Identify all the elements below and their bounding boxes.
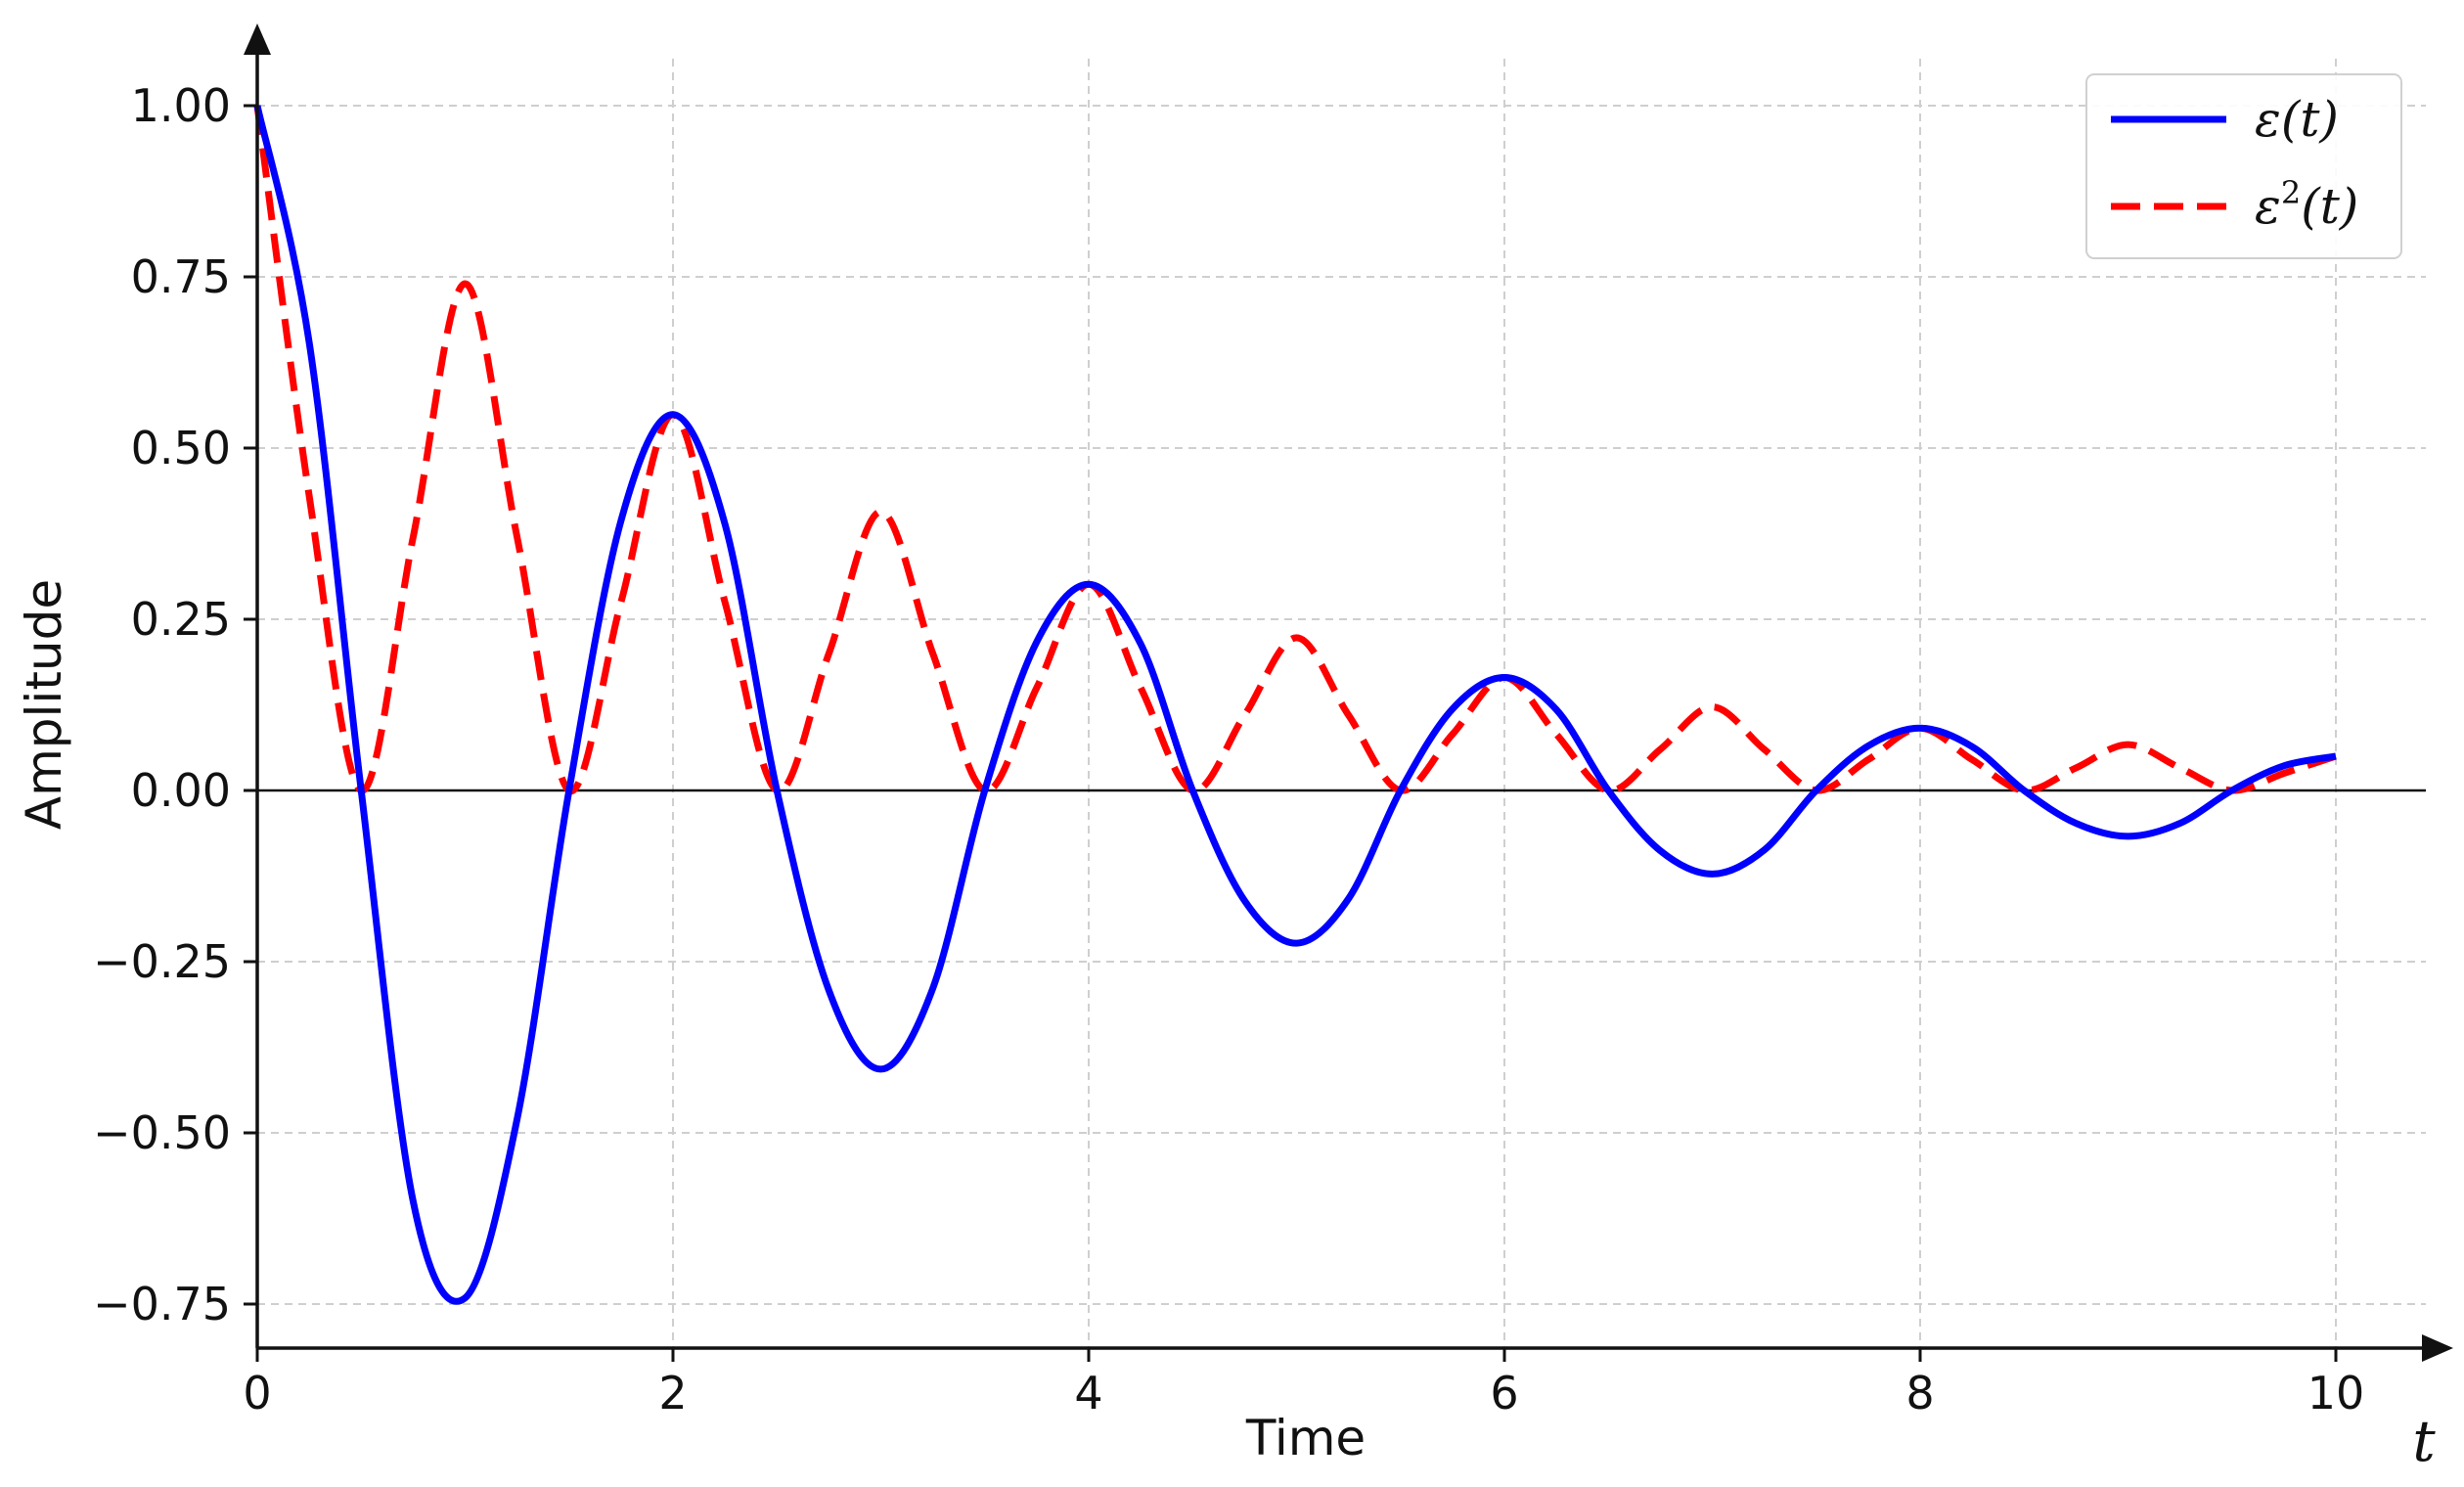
series-group bbox=[253, 105, 2338, 1305]
x-axis-symbol: t bbox=[2412, 1408, 2436, 1474]
y-axis-arrow bbox=[244, 23, 271, 55]
legend-label-epsilon-squared: ε2(t) bbox=[2255, 174, 2358, 235]
x-axis-arrow bbox=[2422, 1334, 2453, 1362]
legend: ε(t) ε2(t) bbox=[2085, 73, 2402, 259]
x-tick-label: 0 bbox=[243, 1367, 271, 1419]
y-tick-label: 0.25 bbox=[131, 593, 231, 646]
y-tick-label: −0.50 bbox=[93, 1106, 231, 1159]
legend-eps-symbol: ε bbox=[2255, 178, 2281, 235]
series-line-epsilon bbox=[253, 105, 2337, 1305]
y-tick-label: 0.75 bbox=[131, 250, 231, 303]
y-ticks: −0.75 −0.50 −0.25 0.00 0.25 0.50 0.75 1.00 bbox=[93, 79, 257, 1330]
legend-arg: (t) bbox=[2301, 178, 2358, 235]
x-tick-label: 2 bbox=[658, 1367, 687, 1419]
x-tick-label: 6 bbox=[1490, 1367, 1518, 1419]
legend-superscript: 2 bbox=[2281, 174, 2301, 211]
legend-label-epsilon: ε(t) bbox=[2255, 91, 2339, 148]
x-tick-label: 10 bbox=[2307, 1367, 2365, 1419]
y-tick-label: 1.00 bbox=[131, 79, 231, 132]
y-tick-label: −0.75 bbox=[93, 1278, 231, 1330]
x-ticks: 0 2 4 6 8 10 bbox=[243, 1348, 2364, 1419]
y-axis-label: Amplitude bbox=[16, 579, 72, 830]
x-tick-label: 8 bbox=[1905, 1367, 1934, 1419]
y-tick-label: 0.00 bbox=[131, 764, 231, 817]
y-tick-label: 0.50 bbox=[131, 422, 231, 474]
x-tick-label: 4 bbox=[1074, 1367, 1102, 1419]
x-axis-label: Time bbox=[1245, 1410, 1366, 1466]
y-tick-label: −0.25 bbox=[93, 935, 231, 988]
